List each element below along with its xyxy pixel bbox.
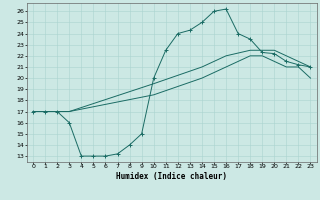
X-axis label: Humidex (Indice chaleur): Humidex (Indice chaleur) [116,172,227,181]
